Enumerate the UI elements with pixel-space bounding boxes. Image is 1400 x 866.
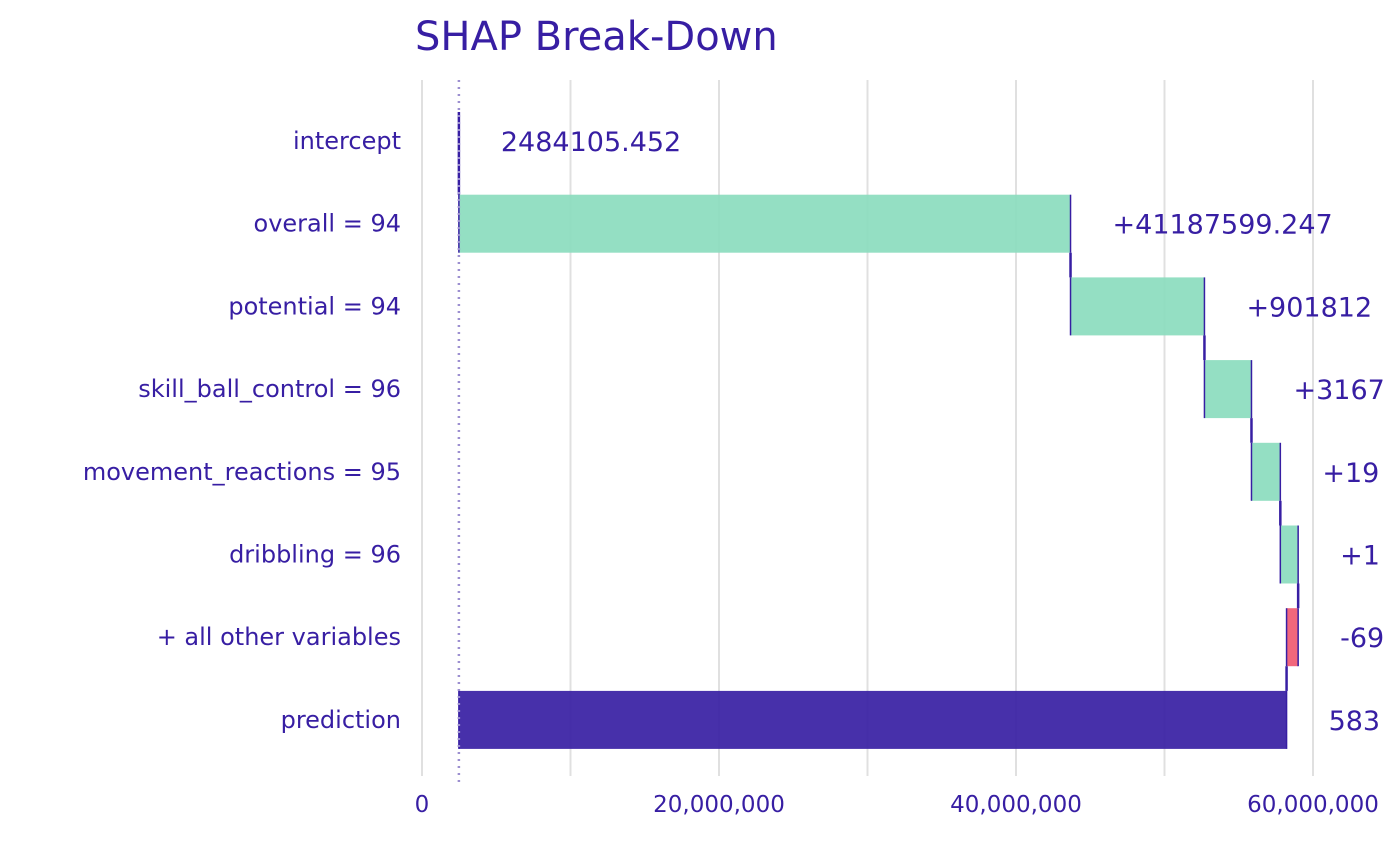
row-label: + all other variables [157,623,401,651]
row-label: dribbling = 96 [229,541,401,569]
value-label: -69 [1340,623,1384,654]
connector-layer [457,170,1300,691]
bar-layer [457,112,1299,749]
row-label: intercept [293,127,401,155]
bar-positive [1251,442,1281,501]
value-label: +901812 [1246,292,1372,323]
bar-positive [458,194,1071,253]
x-tick-label: 60,000,000 [1247,792,1379,818]
row-label: prediction [281,706,401,734]
bar-positive [1204,360,1252,419]
bar-positive [1070,277,1205,336]
grid-layer [421,80,1314,776]
row-label: overall = 94 [254,210,401,238]
x-tick-label: 40,000,000 [950,792,1082,818]
bar-prediction [458,690,1287,749]
label-layer: intercept 2484105.452 overall = 94 +4118759… [83,127,1385,737]
bar-positive [1280,525,1299,584]
value-label: +41187599.247 [1113,210,1333,241]
value-label: +1 [1340,541,1380,572]
value-label: 2484105.452 [501,127,681,158]
row-label: potential = 94 [228,292,401,320]
value-label: +19 [1322,458,1379,489]
tick-layer: 0 20,000,000 40,000,000 60,000,000 [415,792,1379,818]
chart-title: SHAP Break-Down [415,14,778,60]
value-label: +3167 [1293,375,1384,406]
x-tick-label: 20,000,000 [653,792,785,818]
row-label: skill_ball_control = 96 [138,375,401,403]
row-label: movement_reactions = 95 [83,458,401,486]
x-tick-label: 0 [415,792,430,818]
value-label: 583 [1329,706,1381,737]
bar-negative [1286,608,1299,667]
